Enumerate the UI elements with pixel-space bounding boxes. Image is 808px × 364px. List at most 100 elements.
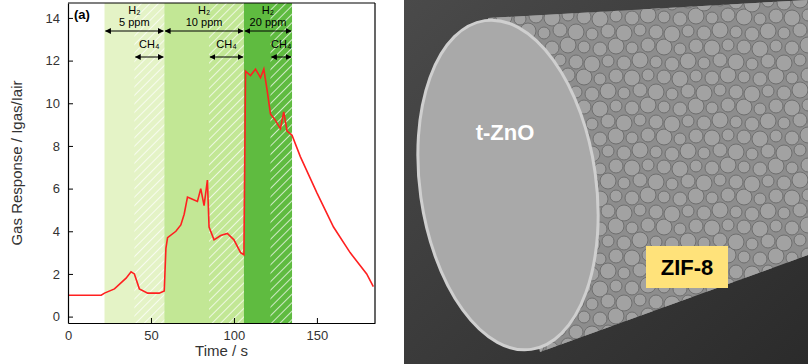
coating-grain xyxy=(696,85,712,101)
coating-grain xyxy=(745,117,759,131)
coating-grain xyxy=(745,27,759,41)
coating-grain xyxy=(730,206,742,218)
coating-grain xyxy=(746,58,758,70)
coating-grain xyxy=(785,41,799,55)
coating-grain xyxy=(713,233,727,247)
ch4-region xyxy=(270,3,292,323)
coating-grain xyxy=(746,238,758,250)
coating-grain xyxy=(712,202,728,218)
coating-grain xyxy=(584,326,600,342)
coating-grain xyxy=(778,27,790,39)
coating-grain xyxy=(650,56,662,68)
coating-grain xyxy=(729,265,743,279)
coating-grain xyxy=(537,0,551,10)
coating-grain xyxy=(641,218,655,232)
coating-grain xyxy=(624,340,640,356)
coating-grain xyxy=(721,98,735,112)
coating-grain xyxy=(649,205,663,219)
coating-grain xyxy=(736,279,752,295)
coating-grain xyxy=(761,54,775,68)
y-axis: 02468101214 xyxy=(46,4,73,325)
coating-grain xyxy=(698,147,710,159)
tick-label: 0 xyxy=(65,328,72,343)
coating-grain xyxy=(602,235,614,247)
panel-label: (a) xyxy=(74,7,90,22)
coating-grain xyxy=(569,325,583,339)
tick-mark xyxy=(68,317,73,318)
frame xyxy=(68,2,375,3)
coating-grain xyxy=(522,0,534,7)
coating-grain xyxy=(769,279,783,293)
coating-grain xyxy=(657,340,671,354)
coating-grain xyxy=(690,70,702,82)
coating-grain xyxy=(672,341,688,357)
region-arrow xyxy=(245,31,291,32)
tick-mark xyxy=(68,231,73,232)
ch4-region xyxy=(134,3,164,323)
coating-grain xyxy=(617,326,631,340)
coating-grain xyxy=(689,129,703,143)
coating-grain xyxy=(776,145,792,161)
coating-grain xyxy=(600,173,616,189)
coating-grain xyxy=(616,295,632,311)
coating-grain xyxy=(586,28,598,40)
tick-label: 10 xyxy=(46,96,60,111)
coating-grain xyxy=(761,234,775,248)
region-sublabel: 5 ppm xyxy=(119,16,150,28)
coating-grain xyxy=(674,313,686,325)
coating-grain xyxy=(746,148,758,160)
coating-grain xyxy=(673,12,687,26)
coating-grain xyxy=(633,0,647,7)
coating-grain xyxy=(769,189,783,203)
coating-grain xyxy=(682,25,694,37)
h2-region xyxy=(244,3,292,323)
coating-grain xyxy=(729,175,743,189)
coating-grain xyxy=(801,338,808,352)
coating-grain xyxy=(650,146,662,158)
x-axis-title: Time / s xyxy=(195,342,248,359)
coating-grain xyxy=(586,118,598,130)
coating-grain xyxy=(778,117,790,129)
coating-grain xyxy=(642,159,654,171)
coating-grain xyxy=(632,322,648,338)
coating-grain xyxy=(594,343,606,355)
coating-grain xyxy=(762,0,774,7)
coating-grain xyxy=(601,204,615,218)
coating-grain xyxy=(664,116,680,132)
tick: 150 xyxy=(307,318,329,343)
response-line xyxy=(68,69,373,295)
tick: 10 xyxy=(46,96,73,111)
coating-grain xyxy=(553,23,567,37)
coating-grain xyxy=(745,207,759,221)
tick: 14 xyxy=(46,11,73,26)
coating-grain xyxy=(666,0,678,10)
coating-grain xyxy=(770,130,782,142)
coating-grain xyxy=(753,252,767,266)
tick-mark xyxy=(317,318,318,323)
coating-grain xyxy=(514,13,526,25)
coating-grain xyxy=(658,191,670,203)
tick-label: 8 xyxy=(53,139,60,154)
coating-grain xyxy=(792,0,808,8)
tick: 50 xyxy=(144,318,158,343)
coating-grain xyxy=(802,279,808,291)
coating-grain xyxy=(618,177,630,189)
coating-grain xyxy=(776,235,792,251)
coating-grain xyxy=(706,192,718,204)
coating-grain xyxy=(665,147,679,161)
coating-grain xyxy=(552,0,568,8)
ch4-arrow xyxy=(271,57,291,58)
coating-grain xyxy=(690,160,702,172)
coating-grain xyxy=(784,280,800,296)
ch4-label: CH₄ xyxy=(216,38,237,50)
coating-grain xyxy=(793,203,807,217)
coating-grain xyxy=(664,206,680,222)
coating-grain xyxy=(626,132,638,144)
coating-grain xyxy=(570,0,582,8)
coating-grain xyxy=(664,296,680,312)
coating-grain xyxy=(762,175,774,187)
coating-grain xyxy=(578,41,590,53)
coating-grain xyxy=(682,295,694,307)
coating-grain xyxy=(626,42,638,54)
coating-grain xyxy=(752,311,768,327)
